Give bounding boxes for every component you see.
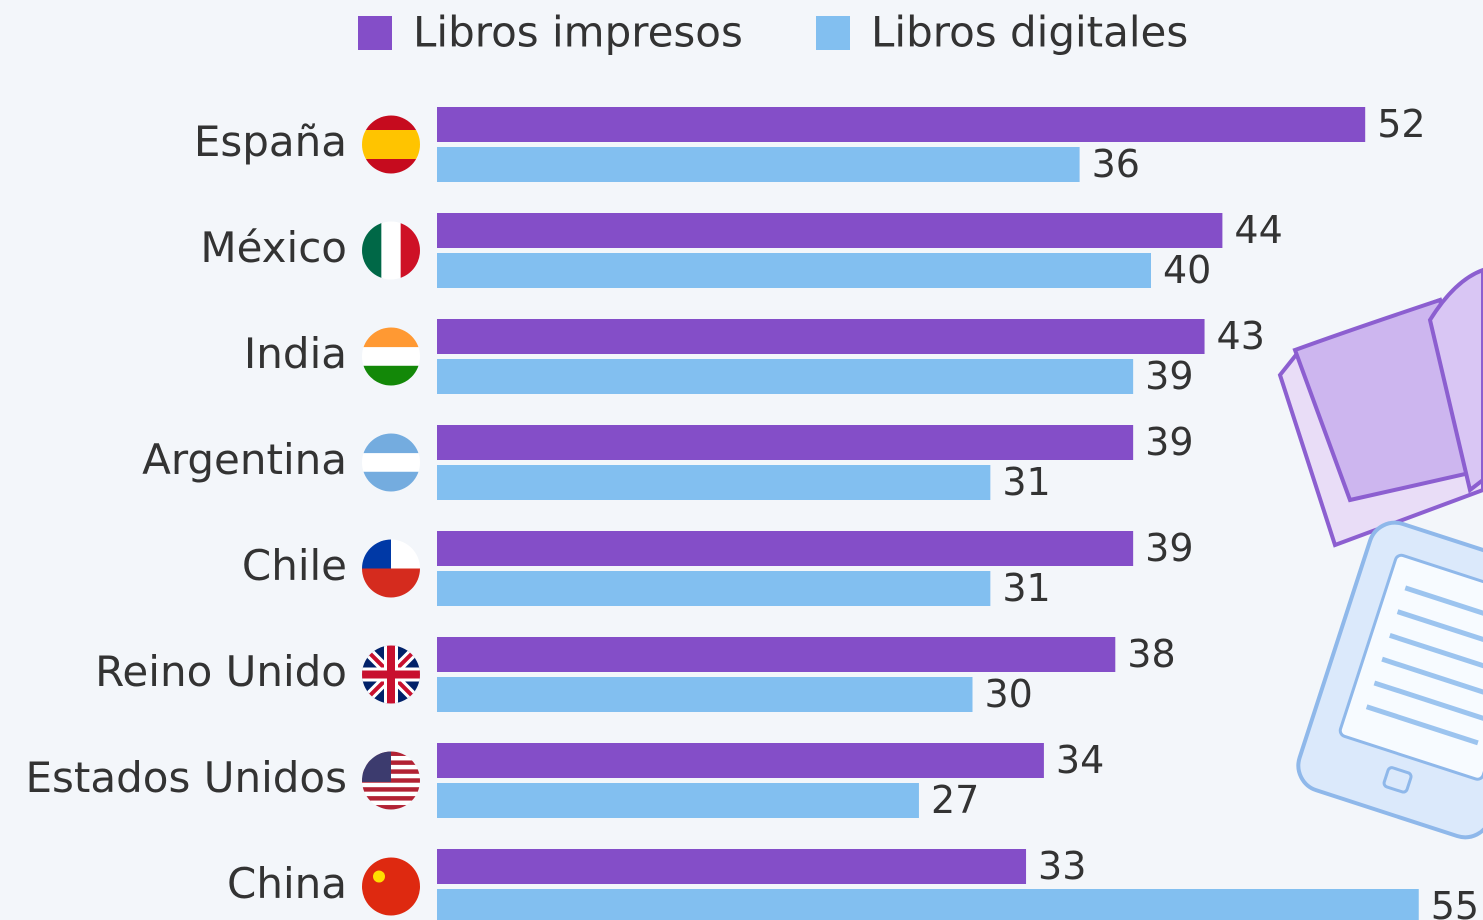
flag-stripe <box>362 805 420 810</box>
value-label: 34 <box>1056 738 1104 782</box>
bar <box>437 425 1134 460</box>
book-illustration <box>1277 267 1483 840</box>
value-label: 30 <box>985 672 1033 716</box>
value-label: 43 <box>1217 314 1265 358</box>
bar <box>437 849 1027 884</box>
category-label: India <box>244 329 347 378</box>
flag-star <box>373 870 385 883</box>
legend-swatch <box>358 16 392 50</box>
value-label: 31 <box>1002 460 1050 504</box>
flag-stripe <box>400 221 420 280</box>
value-label: 40 <box>1163 248 1211 292</box>
flag <box>362 751 420 810</box>
category-label: Argentina <box>142 435 347 484</box>
legend-label: Libros impresos <box>413 8 743 57</box>
flag-stripe <box>362 796 420 802</box>
flag <box>362 433 420 492</box>
category-label: China <box>227 859 347 908</box>
flag <box>362 857 420 916</box>
bar <box>437 465 991 500</box>
bar <box>437 147 1080 182</box>
bar <box>437 743 1044 778</box>
flag <box>362 115 420 174</box>
bar <box>437 637 1116 672</box>
bar <box>437 319 1205 354</box>
value-label: 39 <box>1145 526 1193 570</box>
legend-label: Libros digitales <box>871 8 1188 57</box>
value-label: 38 <box>1127 632 1175 676</box>
bar <box>437 783 919 818</box>
value-label: 33 <box>1038 844 1086 888</box>
flag-stripe <box>362 159 420 174</box>
flag-stripe <box>362 365 420 386</box>
flag-stripe <box>362 221 383 280</box>
flag-canton <box>362 539 391 569</box>
flag-stripe <box>362 857 420 916</box>
bar <box>437 677 973 712</box>
value-label: 44 <box>1234 208 1282 252</box>
value-label: 39 <box>1145 354 1193 398</box>
flag-stripe <box>362 800 420 806</box>
flag-stripe <box>362 782 420 788</box>
bar <box>437 531 1134 566</box>
value-label: 52 <box>1377 102 1425 146</box>
flag-stripe <box>362 568 420 598</box>
flag-canton <box>362 751 391 782</box>
flag <box>362 327 420 386</box>
bar <box>437 107 1366 142</box>
flag <box>362 221 420 280</box>
bar <box>437 213 1223 248</box>
flag-stripe <box>362 130 420 159</box>
category-label: Chile <box>242 541 347 590</box>
flag-stripe <box>362 347 420 366</box>
flag-cross <box>362 645 420 704</box>
category-label: México <box>200 223 347 272</box>
flag-stripe <box>362 791 420 797</box>
legend-swatch <box>816 16 850 50</box>
category-label: España <box>194 117 347 166</box>
bar <box>437 359 1134 394</box>
value-label: 39 <box>1145 420 1193 464</box>
flag-stripe <box>381 221 402 280</box>
bar <box>437 889 1419 920</box>
value-label: 55 <box>1431 884 1479 920</box>
value-label: 27 <box>931 778 979 822</box>
flag <box>362 645 420 704</box>
value-label: 36 <box>1092 142 1140 186</box>
flag-stripe <box>362 787 420 793</box>
bar <box>437 571 991 606</box>
value-label: 31 <box>1002 566 1050 610</box>
flag-stripe <box>362 115 420 130</box>
category-label: Estados Unidos <box>26 753 347 802</box>
flag-stripe <box>362 327 420 348</box>
flag-stripe <box>362 471 420 492</box>
flag-stripe <box>362 453 420 472</box>
flag-stripe <box>362 433 420 454</box>
flag <box>362 539 420 598</box>
category-label: Reino Unido <box>95 647 347 696</box>
bar <box>437 253 1151 288</box>
